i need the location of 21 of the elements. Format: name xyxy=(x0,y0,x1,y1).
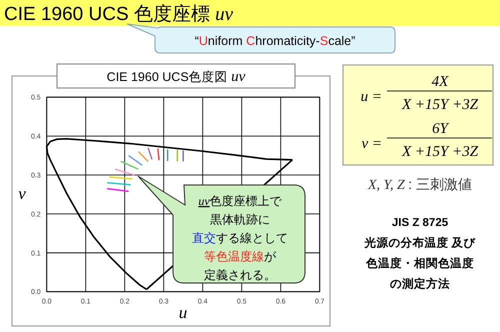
text: 光源の分布温度 及び xyxy=(363,236,477,250)
text: の測定方法 xyxy=(390,276,450,290)
text: X, Y, Z : 三刺激値 xyxy=(366,176,472,193)
text: X +15Y +3Z xyxy=(400,97,479,113)
y-axis-title: v xyxy=(18,184,26,203)
annotation: 黒体軌跡に xyxy=(210,212,270,226)
text: v = xyxy=(361,136,382,152)
text: 6Y xyxy=(432,121,450,137)
text: 4X xyxy=(432,74,450,90)
annotation: uv色度座標上で xyxy=(198,194,283,208)
text: X +15Y +3Z xyxy=(400,144,479,160)
annotation: 直交する線として xyxy=(192,231,288,245)
annotation: 等色温度線が xyxy=(204,250,277,264)
x-axis-title: u xyxy=(178,303,188,322)
text: JIS Z 8725 xyxy=(392,217,449,229)
text: u = xyxy=(360,89,382,105)
text: 色温度・相関色温度 xyxy=(365,256,474,270)
annotation: 定義される。 xyxy=(204,268,276,282)
text: CIE 1960 UCS色度図 uv xyxy=(106,69,246,85)
text: “Uniform Chromaticity-Scale” xyxy=(194,34,356,48)
chart-title: CIE 1960 UCS 色度座標 uv xyxy=(4,3,234,25)
